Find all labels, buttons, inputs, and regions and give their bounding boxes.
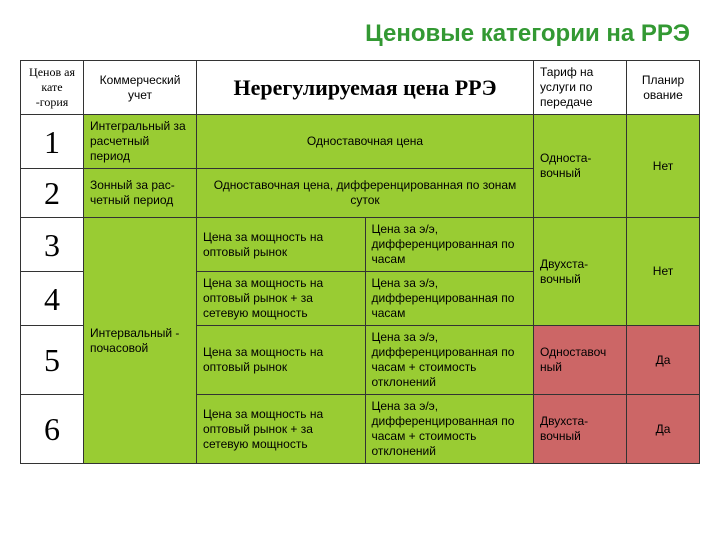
pricing-table: Ценов ая кате -гория Коммерческий учет Н… [20, 60, 700, 464]
cell-cap-5: Цена за мощность на оптовый рынок [197, 326, 366, 395]
cell-tariff-5: Одноставоч ный [534, 326, 627, 395]
cell-ee-3: Цена за э/э, дифференцированная по часам [365, 218, 534, 272]
hdr-planning: Планир ование [627, 61, 700, 115]
cell-plan-34: Нет [627, 218, 700, 326]
cell-tariff-34: Двухста-вочный [534, 218, 627, 326]
cell-plan-6: Да [627, 395, 700, 464]
cell-ee-4: Цена за э/э, дифференцированная по часам [365, 272, 534, 326]
page-title: Ценовые категории на РРЭ [20, 20, 700, 48]
cell-price-1: Одноставочная цена [197, 115, 534, 169]
cell-metering-3456: Интервальный - почасовой [84, 218, 197, 464]
num-2: 2 [21, 169, 84, 218]
cell-plan-12: Нет [627, 115, 700, 218]
cell-tariff-6: Двухста-вочный [534, 395, 627, 464]
hdr-unreg-price: Нерегулируемая цена РРЭ [197, 61, 534, 115]
cell-metering-1: Интегральный за расчетный период [84, 115, 197, 169]
num-6: 6 [21, 395, 84, 464]
table-row: 1 Интегральный за расчетный период Однос… [21, 115, 700, 169]
num-5: 5 [21, 326, 84, 395]
cell-metering-2: Зонный за рас-четный период [84, 169, 197, 218]
num-4: 4 [21, 272, 84, 326]
num-1: 1 [21, 115, 84, 169]
hdr-category: Ценов ая кате -гория [21, 61, 84, 115]
num-3: 3 [21, 218, 84, 272]
cell-plan-5: Да [627, 326, 700, 395]
cell-ee-6: Цена за э/э, дифференцированная по часам… [365, 395, 534, 464]
hdr-metering: Коммерческий учет [84, 61, 197, 115]
cell-cap-4: Цена за мощность на оптовый рынок + за с… [197, 272, 366, 326]
header-row: Ценов ая кате -гория Коммерческий учет Н… [21, 61, 700, 115]
table-row: 3 Интервальный - почасовой Цена за мощно… [21, 218, 700, 272]
cell-price-2: Одноставочная цена, дифференцированная п… [197, 169, 534, 218]
cell-cap-6: Цена за мощность на оптовый рынок + за с… [197, 395, 366, 464]
cell-ee-5: Цена за э/э, дифференцированная по часам… [365, 326, 534, 395]
cell-tariff-12: Односта-вочный [534, 115, 627, 218]
cell-cap-3: Цена за мощность на оптовый рынок [197, 218, 366, 272]
hdr-tariff: Тариф на услуги по передаче [534, 61, 627, 115]
